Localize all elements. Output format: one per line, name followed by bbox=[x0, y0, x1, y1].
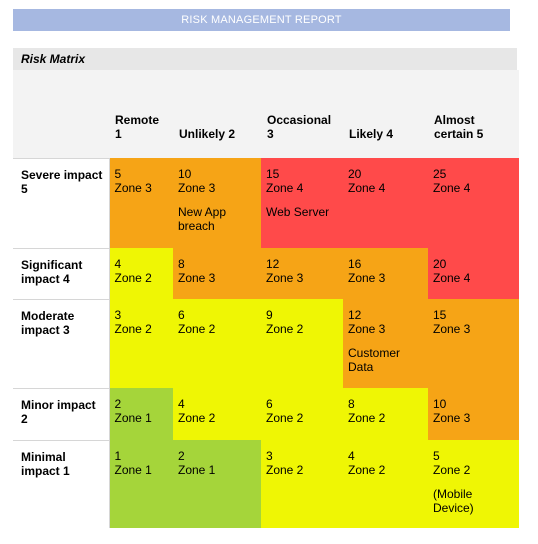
matrix-cell: 2 Zone 1 bbox=[173, 440, 261, 528]
cell-zone: Zone 2 bbox=[266, 322, 304, 336]
matrix-cell: 6 Zone 2 bbox=[173, 299, 261, 388]
cell-zone: Zone 3 bbox=[114, 181, 152, 195]
matrix-cell: 20 Zone 4 bbox=[428, 248, 519, 299]
row-header-minimal: Minimal impact 1 bbox=[13, 439, 110, 528]
cell-score: 3 bbox=[266, 449, 273, 463]
cell-zone: Zone 3 bbox=[433, 411, 471, 425]
cell-score: 12 bbox=[266, 257, 280, 271]
matrix-cell: 10 Zone 3 bbox=[428, 388, 519, 440]
cell-note: New App breach bbox=[178, 205, 227, 233]
column-header-row: Remote 1 Unlikely 2 Occasional 3 Likely … bbox=[13, 70, 519, 158]
cell-score: 2 bbox=[178, 449, 185, 463]
row-significant-impact: Significant impact 4 4 Zone 2 8 Zone 3 12 Z… bbox=[13, 247, 519, 299]
matrix-cell: 20 Zone 4 bbox=[343, 158, 428, 248]
risk-matrix-title: Risk Matrix bbox=[13, 48, 517, 70]
cell-score: 8 bbox=[178, 257, 185, 271]
cell-score: 4 bbox=[178, 397, 185, 411]
cell-zone: Zone 4 bbox=[348, 181, 386, 195]
matrix-cell: 3 Zone 2 bbox=[261, 440, 343, 528]
matrix-cell: 25 Zone 4 bbox=[428, 158, 519, 248]
cell-score: 15 bbox=[433, 308, 447, 322]
cell-zone: Zone 2 bbox=[348, 411, 386, 425]
cell-score: 9 bbox=[266, 308, 273, 322]
row-header-severe: Severe impact 5 bbox=[13, 157, 110, 248]
matrix-cell: 8 Zone 3 bbox=[173, 248, 261, 299]
matrix-corner-cell bbox=[13, 70, 109, 158]
cell-zone: Zone 3 bbox=[348, 322, 386, 336]
cell-score: 20 bbox=[433, 257, 447, 271]
cell-zone: Zone 2 bbox=[178, 322, 216, 336]
matrix-cell: 12 Zone 3 Customer Data bbox=[343, 299, 428, 388]
cell-zone: Zone 1 bbox=[114, 411, 152, 425]
column-header-almost-certain: Almost certain 5 bbox=[428, 70, 519, 158]
matrix-cell: 10 Zone 3 New App breach bbox=[173, 158, 261, 248]
cell-score: 5 bbox=[433, 449, 440, 463]
cell-score: 25 bbox=[433, 167, 447, 181]
cell-score: 10 bbox=[433, 397, 447, 411]
matrix-cell: 4 Zone 2 bbox=[173, 388, 261, 440]
cell-zone: Zone 3 bbox=[266, 271, 304, 285]
cell-zone: Zone 2 bbox=[266, 411, 304, 425]
cell-score: 6 bbox=[178, 308, 185, 322]
cell-score: 2 bbox=[114, 397, 122, 411]
column-header-likely: Likely 4 bbox=[343, 70, 428, 158]
row-header-moderate: Moderate impact 3 bbox=[13, 298, 110, 388]
cell-note: (Mobile Device) bbox=[433, 487, 474, 515]
cell-note: Customer Data bbox=[348, 346, 401, 374]
cell-score: 8 bbox=[348, 397, 355, 411]
cell-score: 3 bbox=[114, 308, 122, 322]
cell-score: 20 bbox=[348, 167, 362, 181]
matrix-cell: 3 Zone 2 bbox=[109, 299, 173, 388]
matrix-cell: 4 Zone 2 bbox=[343, 440, 428, 528]
cell-zone: Zone 4 bbox=[266, 181, 304, 195]
cell-zone: Zone 3 bbox=[178, 181, 216, 195]
column-header-occasional: Occasional 3 bbox=[261, 70, 343, 158]
matrix-cell: 5 Zone 2 (Mobile Device) bbox=[428, 440, 519, 528]
cell-score: 5 bbox=[114, 167, 122, 181]
cell-score: 4 bbox=[348, 449, 355, 463]
row-minor-impact: Minor impact 2 2 Zone 1 4 Zone 2 6 Zone 2 8… bbox=[13, 387, 519, 440]
row-minimal-impact: Minimal impact 1 1 Zone 1 2 Zone 1 3 Zone 2… bbox=[13, 439, 519, 528]
matrix-cell: 6 Zone 2 bbox=[261, 388, 343, 440]
cell-zone: Zone 2 bbox=[178, 411, 216, 425]
column-header-unlikely: Unlikely 2 bbox=[173, 70, 261, 158]
matrix-cell: 15 Zone 3 bbox=[428, 299, 519, 388]
column-header-remote: Remote 1 bbox=[109, 70, 173, 158]
cell-zone: Zone 2 bbox=[433, 463, 471, 477]
matrix-cell: 15 Zone 4 Web Server bbox=[261, 158, 343, 248]
matrix-cell: 5 Zone 3 bbox=[109, 158, 173, 248]
cell-zone: Zone 4 bbox=[433, 181, 471, 195]
cell-zone: Zone 2 bbox=[348, 463, 386, 477]
report-title-banner: RISK MANAGEMENT REPORT bbox=[13, 9, 510, 31]
cell-score: 1 bbox=[114, 449, 122, 463]
matrix-cell: 9 Zone 2 bbox=[261, 299, 343, 388]
row-header-minor: Minor impact 2 bbox=[13, 387, 110, 440]
cell-zone: Zone 2 bbox=[266, 463, 304, 477]
risk-matrix-table: Remote 1 Unlikely 2 Occasional 3 Likely … bbox=[13, 70, 519, 528]
matrix-cell: 12 Zone 3 bbox=[261, 248, 343, 299]
cell-zone: Zone 4 bbox=[433, 271, 471, 285]
cell-zone: Zone 3 bbox=[348, 271, 386, 285]
cell-zone: Zone 1 bbox=[114, 463, 152, 477]
row-moderate-impact: Moderate impact 3 3 Zone 2 6 Zone 2 9 Zone … bbox=[13, 298, 519, 388]
matrix-cell: 2 Zone 1 bbox=[109, 388, 173, 440]
cell-zone: Zone 2 bbox=[114, 322, 152, 336]
cell-score: 10 bbox=[178, 167, 192, 181]
cell-score: 15 bbox=[266, 167, 280, 181]
cell-zone: Zone 3 bbox=[433, 322, 471, 336]
cell-zone: Zone 1 bbox=[178, 463, 216, 477]
cell-score: 12 bbox=[348, 308, 362, 322]
cell-note: Web Server bbox=[266, 205, 330, 219]
row-severe-impact: Severe impact 5 5 Zone 3 10 Zone 3 New App … bbox=[13, 157, 519, 248]
cell-score: 4 bbox=[114, 257, 122, 271]
row-header-significant: Significant impact 4 bbox=[13, 247, 110, 299]
matrix-cell: 4 Zone 2 bbox=[109, 248, 173, 299]
cell-zone: Zone 3 bbox=[178, 271, 216, 285]
cell-score: 16 bbox=[348, 257, 362, 271]
matrix-cell: 8 Zone 2 bbox=[343, 388, 428, 440]
cell-zone: Zone 2 bbox=[114, 271, 152, 285]
matrix-cell: 16 Zone 3 bbox=[343, 248, 428, 299]
cell-score: 6 bbox=[266, 397, 273, 411]
matrix-cell: 1 Zone 1 bbox=[109, 440, 173, 528]
